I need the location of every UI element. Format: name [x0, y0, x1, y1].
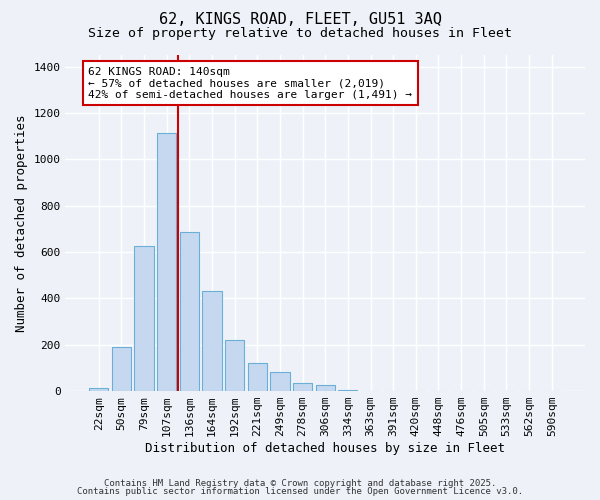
Text: Contains HM Land Registry data © Crown copyright and database right 2025.: Contains HM Land Registry data © Crown c…: [104, 478, 496, 488]
Bar: [89, 388, 108, 391]
Bar: [270, 372, 290, 391]
Bar: [202, 292, 221, 391]
Bar: [293, 383, 312, 391]
Text: Contains public sector information licensed under the Open Government Licence v3: Contains public sector information licen…: [77, 487, 523, 496]
Y-axis label: Number of detached properties: Number of detached properties: [15, 114, 28, 332]
Text: 62 KINGS ROAD: 140sqm
← 57% of detached houses are smaller (2,019)
42% of semi-d: 62 KINGS ROAD: 140sqm ← 57% of detached …: [88, 66, 412, 100]
Bar: [338, 390, 358, 391]
Bar: [112, 346, 131, 391]
Bar: [134, 246, 154, 391]
X-axis label: Distribution of detached houses by size in Fleet: Distribution of detached houses by size …: [145, 442, 505, 455]
Text: 62, KINGS ROAD, FLEET, GU51 3AQ: 62, KINGS ROAD, FLEET, GU51 3AQ: [158, 12, 442, 28]
Bar: [179, 232, 199, 391]
Bar: [248, 363, 267, 391]
Bar: [157, 134, 176, 391]
Bar: [316, 385, 335, 391]
Text: Size of property relative to detached houses in Fleet: Size of property relative to detached ho…: [88, 28, 512, 40]
Bar: [225, 340, 244, 391]
